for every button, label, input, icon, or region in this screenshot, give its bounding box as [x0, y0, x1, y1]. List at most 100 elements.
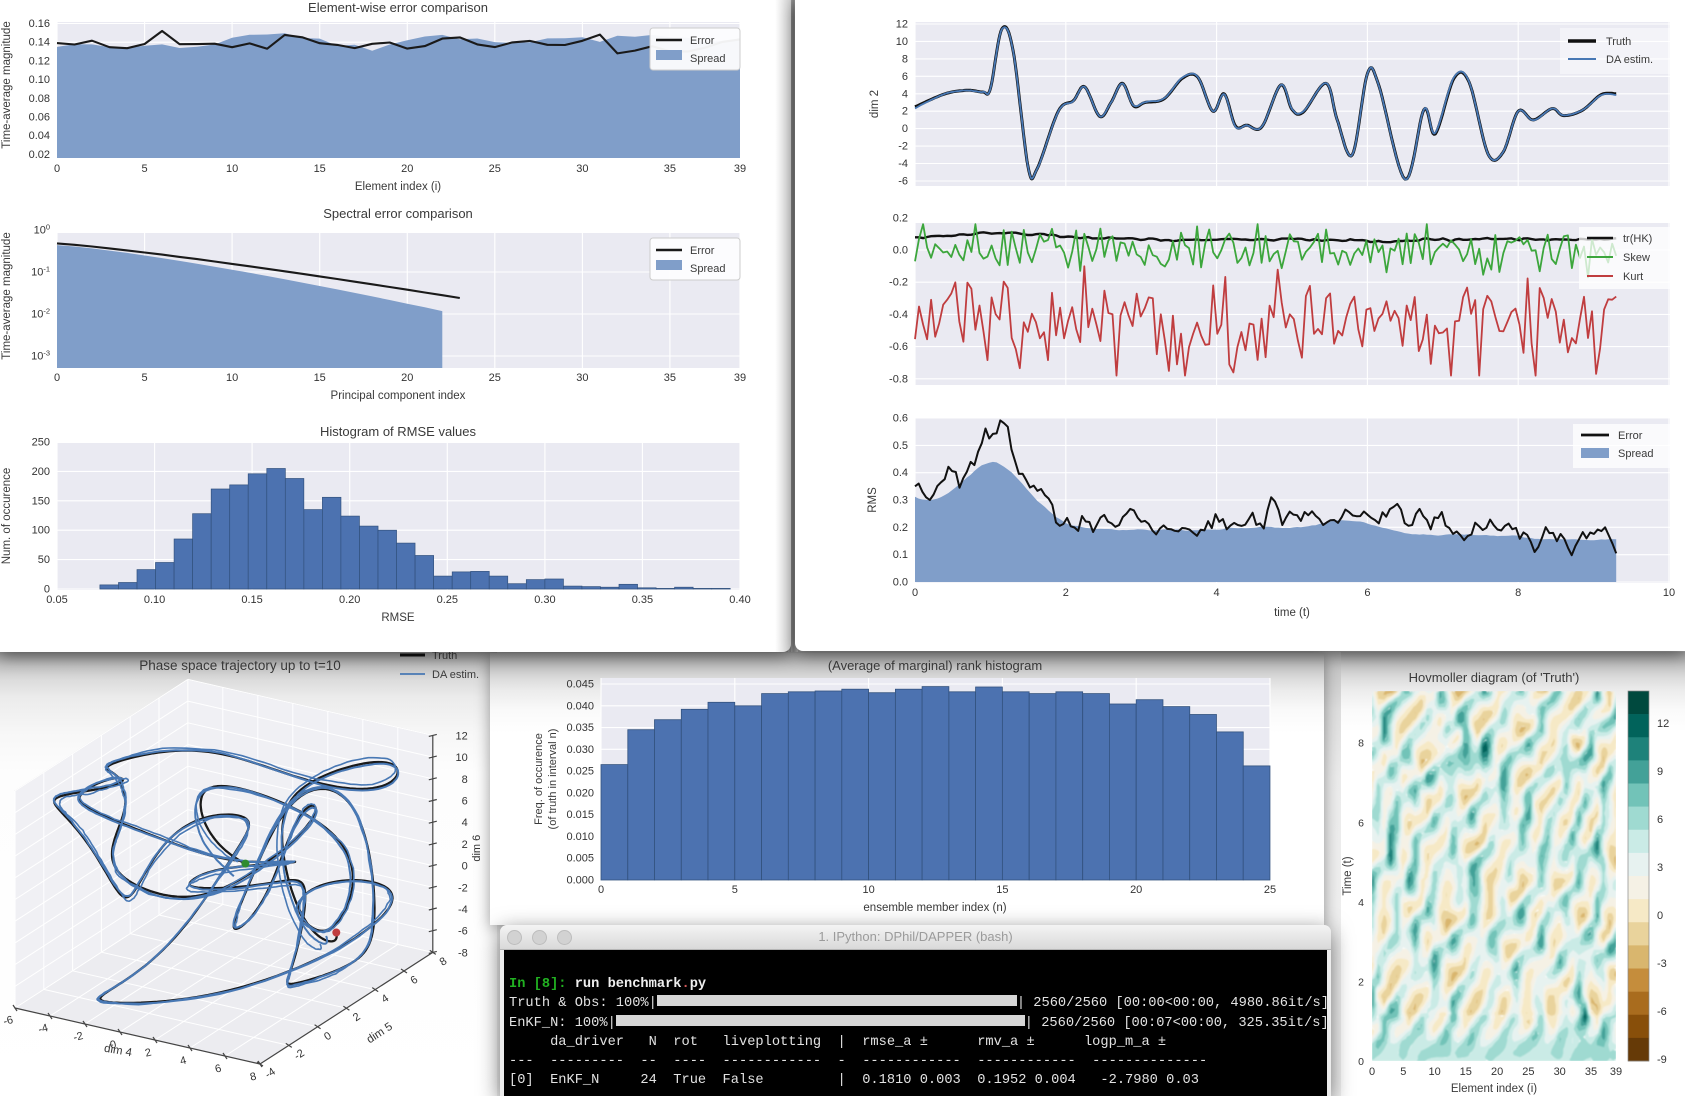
svg-text:4: 4 — [1214, 587, 1220, 599]
svg-text:0.0: 0.0 — [893, 245, 908, 257]
svg-text:30: 30 — [1554, 1066, 1566, 1078]
svg-text:0: 0 — [1358, 1056, 1364, 1068]
svg-text:Spread: Spread — [690, 263, 725, 275]
svg-text:6: 6 — [902, 71, 908, 83]
svg-text:10-2: 10-2 — [31, 307, 50, 321]
svg-text:39: 39 — [1610, 1066, 1622, 1078]
svg-text:0.5: 0.5 — [893, 440, 908, 452]
svg-text:Kurt: Kurt — [1623, 271, 1643, 283]
svg-text:-4: -4 — [458, 904, 468, 916]
svg-text:0.12: 0.12 — [29, 55, 50, 67]
svg-text:35: 35 — [1585, 1066, 1597, 1078]
svg-text:0.010: 0.010 — [566, 831, 594, 843]
svg-text:Element index (i): Element index (i) — [1451, 1083, 1537, 1095]
svg-text:(of truth in interval n): (of truth in interval n) — [547, 729, 559, 830]
svg-text:-0.6: -0.6 — [889, 341, 908, 353]
svg-text:Spectral error comparison: Spectral error comparison — [323, 206, 473, 221]
svg-text:-3: -3 — [1657, 958, 1667, 970]
svg-text:10: 10 — [226, 163, 238, 175]
svg-text:4: 4 — [1358, 897, 1364, 909]
svg-text:0.0: 0.0 — [893, 577, 908, 589]
svg-text:0.005: 0.005 — [566, 853, 594, 865]
svg-text:-6: -6 — [1657, 1006, 1667, 1018]
svg-text:2: 2 — [144, 1047, 153, 1060]
svg-text:6: 6 — [1657, 814, 1663, 826]
svg-text:0: 0 — [462, 861, 468, 873]
svg-text:Element index (i): Element index (i) — [355, 181, 441, 193]
svg-text:Phase space trajectory up to t: Phase space trajectory up to t=10 — [139, 658, 341, 673]
svg-text:Time (t): Time (t) — [1342, 856, 1354, 895]
svg-text:Truth: Truth — [432, 652, 457, 662]
svg-text:dim 6: dim 6 — [471, 835, 483, 862]
svg-text:0.05: 0.05 — [46, 594, 67, 606]
svg-text:10-1: 10-1 — [31, 265, 50, 279]
svg-text:0: 0 — [1369, 1066, 1375, 1078]
svg-text:39: 39 — [734, 163, 746, 175]
svg-text:6: 6 — [1364, 587, 1370, 599]
svg-text:20: 20 — [1130, 884, 1142, 896]
svg-text:Error: Error — [690, 35, 715, 47]
svg-text:-4: -4 — [898, 158, 908, 170]
svg-text:0: 0 — [109, 1039, 118, 1052]
svg-text:4: 4 — [179, 1055, 188, 1068]
svg-text:(Average of marginal) rank his: (Average of marginal) rank histogram — [828, 658, 1042, 673]
svg-text:0: 0 — [44, 584, 50, 596]
svg-text:0.30: 0.30 — [534, 594, 555, 606]
svg-text:0.06: 0.06 — [29, 112, 50, 124]
svg-text:0.40: 0.40 — [729, 594, 750, 606]
svg-text:12: 12 — [456, 730, 468, 742]
svg-text:25: 25 — [1522, 1066, 1534, 1078]
svg-text:4: 4 — [379, 992, 391, 1005]
svg-text:Element-wise error comparison: Element-wise error comparison — [308, 0, 488, 15]
svg-text:35: 35 — [664, 372, 676, 384]
svg-text:0: 0 — [902, 123, 908, 135]
svg-text:Spread: Spread — [690, 53, 725, 65]
svg-text:-0.2: -0.2 — [889, 277, 908, 289]
svg-text:100: 100 — [32, 525, 50, 537]
svg-text:0: 0 — [1657, 910, 1663, 922]
svg-text:25: 25 — [1264, 884, 1276, 896]
svg-text:-9: -9 — [1657, 1054, 1667, 1066]
svg-text:0.20: 0.20 — [339, 594, 360, 606]
svg-text:0.14: 0.14 — [29, 37, 50, 49]
svg-text:0.25: 0.25 — [437, 594, 458, 606]
svg-text:Principal component index: Principal component index — [331, 390, 466, 402]
svg-text:0.6: 0.6 — [893, 413, 908, 425]
svg-text:3: 3 — [1657, 862, 1663, 874]
svg-text:15: 15 — [314, 372, 326, 384]
svg-text:25: 25 — [489, 372, 501, 384]
svg-text:2: 2 — [1063, 587, 1069, 599]
svg-text:tr(HK): tr(HK) — [1623, 233, 1652, 245]
svg-text:0.4: 0.4 — [893, 467, 908, 479]
svg-text:Time-average magnitude: Time-average magnitude — [1, 21, 13, 148]
svg-text:20: 20 — [401, 163, 413, 175]
svg-text:Num. of occurence: Num. of occurence — [1, 468, 13, 565]
svg-text:-2: -2 — [292, 1047, 307, 1062]
svg-text:15: 15 — [314, 163, 326, 175]
svg-text:dim 5: dim 5 — [365, 1021, 395, 1046]
svg-text:9: 9 — [1657, 766, 1663, 778]
svg-text:10: 10 — [456, 752, 468, 764]
svg-text:-6: -6 — [2, 1014, 14, 1028]
svg-text:2: 2 — [902, 106, 908, 118]
svg-text:-6: -6 — [458, 926, 468, 938]
svg-text:0: 0 — [54, 163, 60, 175]
svg-text:0.025: 0.025 — [566, 766, 594, 778]
svg-text:8: 8 — [438, 955, 450, 968]
svg-text:12: 12 — [896, 19, 908, 31]
svg-text:-2: -2 — [458, 882, 468, 894]
svg-text:0.15: 0.15 — [241, 594, 262, 606]
svg-text:0.3: 0.3 — [893, 495, 908, 507]
svg-text:-8: -8 — [458, 947, 468, 959]
svg-text:15: 15 — [996, 884, 1008, 896]
svg-text:6: 6 — [462, 796, 468, 808]
svg-text:-4: -4 — [263, 1066, 278, 1081]
svg-text:8: 8 — [902, 53, 908, 65]
svg-text:Skew: Skew — [1623, 252, 1650, 264]
svg-text:-2: -2 — [898, 141, 908, 153]
svg-text:2: 2 — [351, 1011, 363, 1024]
svg-text:0: 0 — [912, 587, 918, 599]
svg-text:0.020: 0.020 — [566, 787, 594, 799]
svg-text:Error: Error — [1618, 430, 1643, 442]
svg-text:6: 6 — [214, 1063, 223, 1076]
